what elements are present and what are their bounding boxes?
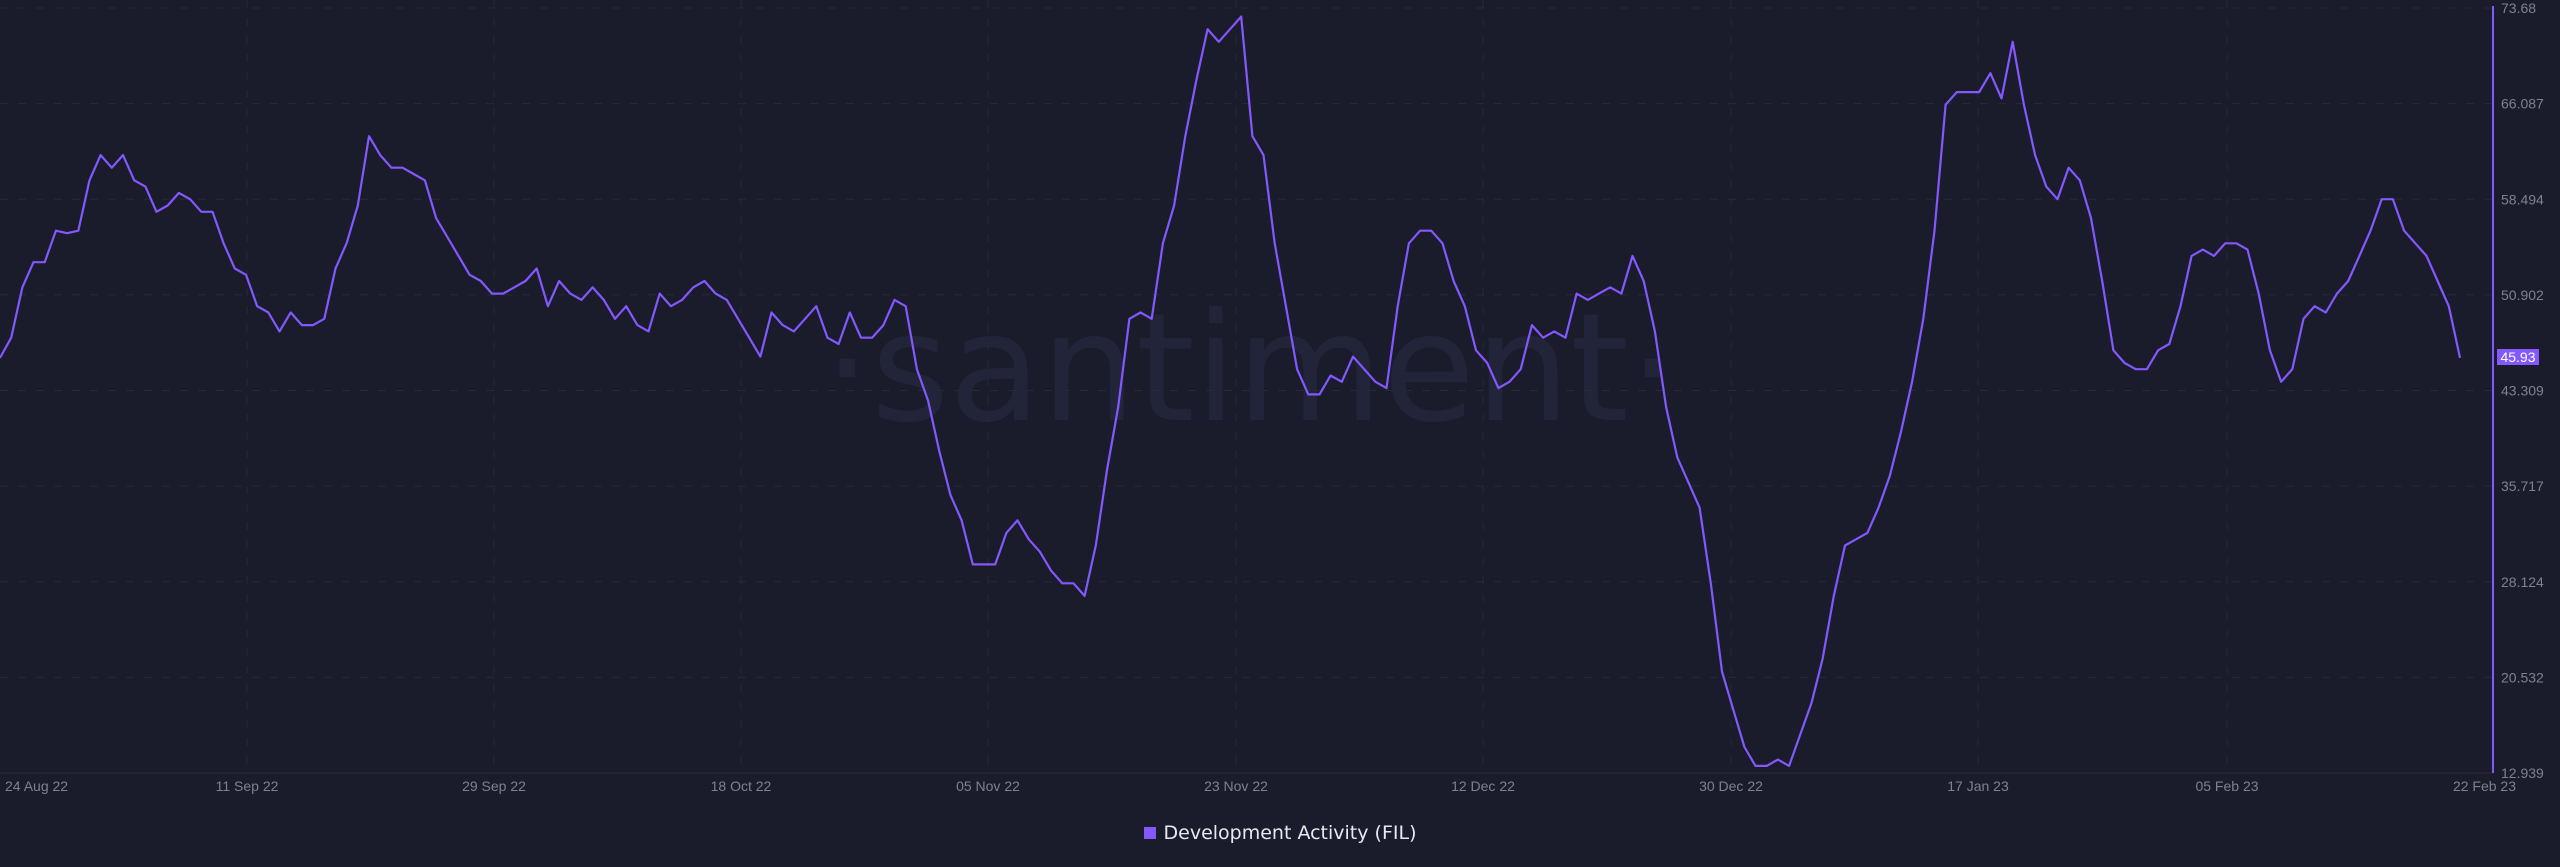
svg-text:45.93: 45.93	[2500, 349, 2535, 365]
x-tick-label: 12 Dec 22	[1451, 778, 1515, 794]
y-tick-label: 58.494	[2501, 191, 2544, 207]
x-tick-label: 23 Nov 22	[1204, 778, 1268, 794]
x-tick-label: 05 Feb 23	[2195, 778, 2258, 794]
y-tick-label: 20.532	[2501, 669, 2544, 685]
legend-label: Development Activity (FIL)	[1163, 822, 1417, 844]
x-tick-label: 18 Oct 22	[711, 778, 772, 794]
y-tick-label: 28.124	[2501, 574, 2544, 590]
x-tick-label: 29 Sep 22	[462, 778, 526, 794]
x-tick-label: 22 Feb 23	[2453, 778, 2516, 794]
x-tick-label: 24 Aug 22	[5, 778, 68, 794]
y-axis-labels: 73.68 66.087 58.494 50.902 43.309 35.717 28.12…	[2501, 0, 2544, 781]
x-tick-label: 30 Dec 22	[1699, 778, 1763, 794]
x-tick-label: 17 Jan 23	[1947, 778, 2009, 794]
chart-legend[interactable]: Development Activity (FIL)	[0, 822, 2560, 844]
y-tick-label: 12.939	[2501, 765, 2544, 781]
grid-lines	[0, 0, 2493, 774]
watermark: ·santiment·	[823, 282, 1676, 456]
current-value-badge: 45.93	[2497, 349, 2539, 365]
y-tick-label: 35.717	[2501, 478, 2544, 494]
y-tick-label: 50.902	[2501, 287, 2544, 303]
series-line-development-activity[interactable]	[0, 15, 2462, 767]
x-tick-label: 05 Nov 22	[956, 778, 1020, 794]
y-tick-label: 73.68	[2501, 0, 2536, 16]
x-axis-labels: 24 Aug 22 11 Sep 22 29 Sep 22 18 Oct 22 05 N…	[5, 778, 2516, 794]
x-tick-label: 11 Sep 22	[216, 778, 279, 794]
y-tick-label: 66.087	[2501, 96, 2544, 112]
legend-swatch-icon	[1143, 827, 1156, 839]
y-tick-label: 43.309	[2501, 383, 2544, 399]
